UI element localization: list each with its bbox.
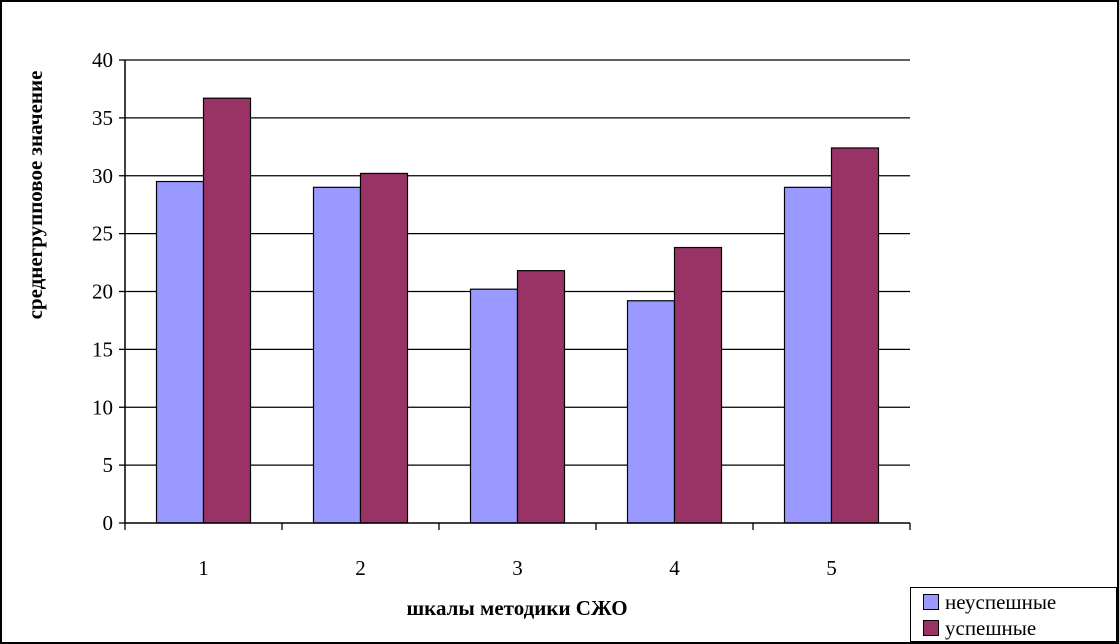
x-tick-label: 3 <box>512 556 523 580</box>
x-tick-label: 5 <box>826 556 837 580</box>
x-tick-label: 1 <box>198 556 209 580</box>
y-tick-label: 0 <box>103 511 114 535</box>
legend: неуспешные успешные <box>910 587 1117 642</box>
tick-labels: 0 5 10 15 20 25 30 35 40 1 2 3 4 5 <box>92 48 837 580</box>
legend-item-unsuccessful: неуспешные <box>923 590 1056 614</box>
y-tick-label: 15 <box>92 337 113 361</box>
x-tick-label: 2 <box>355 556 366 580</box>
x-tick-label: 4 <box>669 556 680 580</box>
y-tick-label: 20 <box>92 280 113 304</box>
y-tick-label: 30 <box>92 164 113 188</box>
legend-item-successful: успешные <box>923 616 1036 640</box>
bar-unsuccessful-5 <box>783 186 833 524</box>
legend-label-unsuccessful: неуспешные <box>945 589 1057 614</box>
bar-unsuccessful-1 <box>155 180 205 524</box>
y-tick-label: 5 <box>103 453 114 477</box>
x-axis-title: шкалы методики СЖО <box>406 596 627 620</box>
y-axis-title: среднегрупповое значение <box>23 71 47 320</box>
bar-successful-1 <box>202 97 252 524</box>
y-tick-label: 10 <box>92 395 113 419</box>
legend-swatch-successful <box>923 620 939 636</box>
bar-unsuccessful-4 <box>626 300 676 524</box>
y-tick-label: 35 <box>92 106 113 130</box>
bar-successful-5 <box>830 147 880 524</box>
bar-successful-2 <box>359 172 409 524</box>
y-tick-label: 25 <box>92 222 113 246</box>
bar-unsuccessful-2 <box>312 186 362 524</box>
legend-swatch-unsuccessful <box>923 594 939 610</box>
bar-unsuccessful-3 <box>469 288 519 524</box>
bars <box>155 97 880 524</box>
legend-label-successful: успешные <box>945 615 1037 640</box>
gridlines <box>125 59 910 466</box>
axes <box>119 59 911 530</box>
bar-successful-4 <box>673 246 723 524</box>
bar-successful-3 <box>516 270 566 524</box>
y-tick-label: 40 <box>92 48 113 72</box>
